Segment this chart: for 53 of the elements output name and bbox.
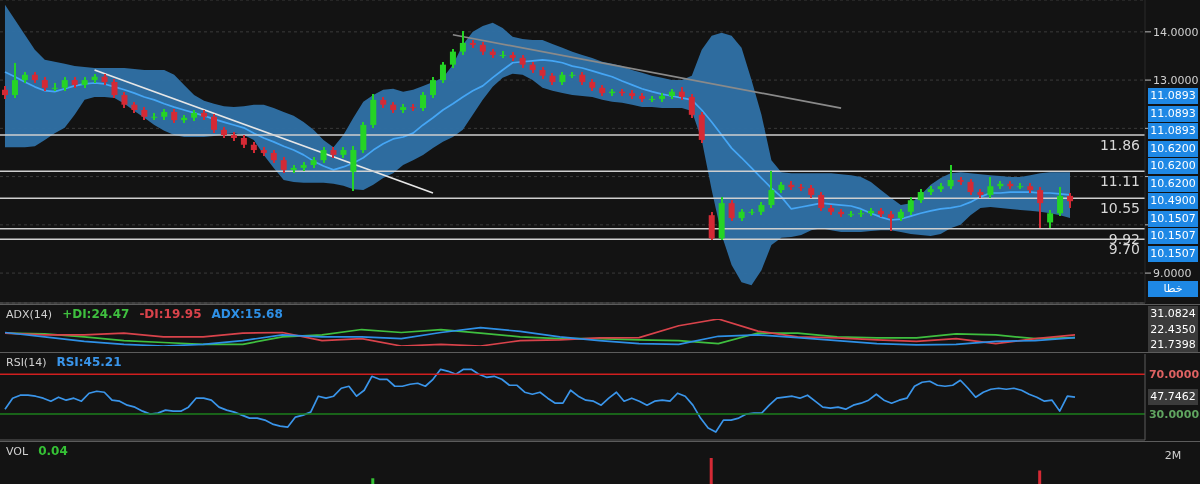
series-label: -DI:19.95 bbox=[139, 307, 202, 321]
text: 10.1507 bbox=[1148, 228, 1198, 244]
ref-line-label: 11.86 bbox=[1099, 137, 1141, 154]
candlestick bbox=[459, 30, 466, 56]
text: 10.1507 bbox=[1148, 245, 1198, 262]
text: 10.6200 bbox=[1148, 175, 1198, 192]
text: 22.4350 bbox=[1148, 321, 1198, 338]
candlestick bbox=[350, 145, 357, 192]
ref-line-label: 11.11 bbox=[1099, 173, 1140, 190]
text: 10.6200 bbox=[1148, 140, 1198, 157]
text: 10.6200 bbox=[1148, 158, 1198, 174]
ref-line-label: 70.0000 bbox=[1148, 368, 1200, 382]
text: 31.0824 bbox=[1148, 306, 1198, 322]
candlestick bbox=[987, 176, 994, 199]
candlestick bbox=[947, 163, 954, 191]
candlestick bbox=[1037, 186, 1044, 229]
text: RSI:45.21 bbox=[56, 355, 122, 369]
y-tick-label: 9.0000 bbox=[1153, 266, 1192, 280]
candlestick bbox=[420, 91, 427, 112]
candlestick bbox=[449, 47, 456, 69]
text: 11.0893 bbox=[1148, 123, 1198, 139]
chart-title: ADX(14) bbox=[6, 308, 53, 321]
candlestick bbox=[768, 169, 775, 209]
candlestick bbox=[11, 61, 18, 99]
text: 0.04 bbox=[38, 444, 68, 458]
candlestick bbox=[430, 76, 437, 99]
candlestick bbox=[151, 112, 158, 121]
candlestick bbox=[708, 211, 715, 241]
candlestick bbox=[211, 112, 218, 134]
chart-title: VOL bbox=[6, 445, 29, 458]
ref-line-label: 10.55 bbox=[1099, 200, 1140, 217]
text: 47.7462 bbox=[1148, 389, 1198, 405]
candlestick bbox=[439, 60, 446, 84]
candlestick bbox=[688, 93, 695, 119]
ref-line-label: 30.0000 bbox=[1148, 408, 1200, 422]
series-label: +DI:24.47 bbox=[62, 307, 130, 321]
candlestick bbox=[1057, 185, 1064, 218]
text: 21.7398 bbox=[1148, 337, 1198, 353]
text: 10.4900 bbox=[1148, 193, 1198, 209]
y-tick-label: 14.0000 bbox=[1153, 25, 1199, 39]
text: 10.1507 bbox=[1148, 210, 1198, 227]
text: 2M bbox=[1163, 448, 1183, 464]
text: خطا bbox=[1148, 280, 1198, 297]
chart-title: RSI(14) bbox=[6, 356, 47, 369]
candlestick bbox=[728, 199, 735, 222]
text: 11.0893 bbox=[1148, 88, 1198, 104]
y-tick-label: 13.0000 bbox=[1153, 74, 1199, 87]
candlestick bbox=[818, 191, 825, 212]
text: 11.0893 bbox=[1148, 105, 1198, 122]
candlestick bbox=[887, 210, 894, 232]
candlestick bbox=[51, 82, 58, 92]
series-label: ADX:15.68 bbox=[211, 307, 283, 321]
candlestick bbox=[111, 78, 118, 99]
